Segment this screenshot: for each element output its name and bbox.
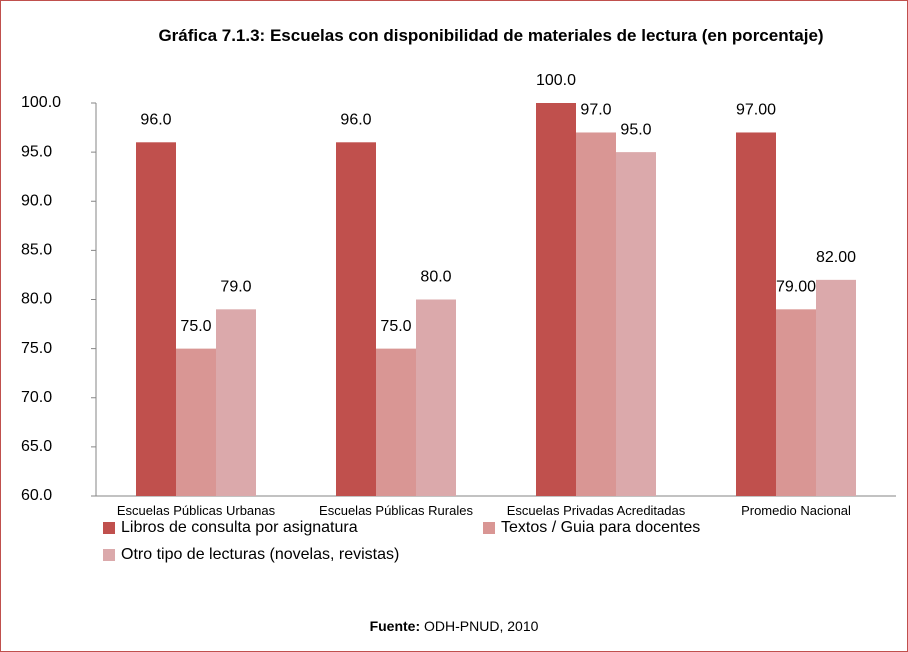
bar bbox=[136, 142, 176, 497]
x-tick-label: Promedio Nacional bbox=[741, 503, 851, 518]
legend-item: Libros de consulta por asignatura bbox=[103, 519, 358, 537]
bar bbox=[216, 309, 256, 496]
bar bbox=[536, 103, 576, 496]
value-label: 75.0 bbox=[380, 318, 411, 335]
value-label: 82.00 bbox=[816, 249, 856, 266]
bar bbox=[336, 142, 376, 497]
bar bbox=[376, 348, 416, 496]
bar bbox=[776, 309, 816, 496]
y-tick-label: 90.0 bbox=[21, 192, 52, 209]
x-tick-label: Escuelas Públicas Rurales bbox=[319, 503, 473, 518]
y-tick-label: 75.0 bbox=[21, 340, 52, 357]
legend-item: Otro tipo de lecturas (novelas, revistas… bbox=[103, 546, 399, 564]
bar bbox=[816, 279, 856, 496]
source: Fuente: ODH-PNUD, 2010 bbox=[1, 618, 907, 634]
value-label: 79.00 bbox=[776, 279, 816, 296]
legend-swatch bbox=[483, 522, 495, 534]
value-label: 75.0 bbox=[180, 318, 211, 335]
source-text: ODH-PNUD, 2010 bbox=[424, 618, 539, 634]
legend-item: Textos / Guia para docentes bbox=[483, 519, 700, 537]
y-tick-label: 95.0 bbox=[21, 143, 52, 160]
x-tick-label: Escuelas Públicas Urbanas bbox=[116, 503, 276, 518]
x-tick-label: Escuelas Privadas Acreditadas bbox=[506, 503, 686, 518]
legend-swatch bbox=[103, 522, 115, 534]
value-label: 95.0 bbox=[620, 121, 651, 138]
value-label: 80.0 bbox=[420, 269, 451, 286]
bar bbox=[576, 132, 616, 496]
legend-label: Libros de consulta por asignatura bbox=[121, 519, 358, 536]
y-tick-label: 80.0 bbox=[21, 291, 52, 308]
chart-title: Gráfica 7.1.3: Escuelas con disponibilid… bbox=[158, 26, 824, 45]
y-tick-label: 100.0 bbox=[21, 94, 61, 111]
bar bbox=[416, 299, 456, 496]
value-label: 100.0 bbox=[536, 72, 576, 89]
bar bbox=[176, 348, 216, 496]
bar bbox=[736, 132, 776, 496]
value-label: 96.0 bbox=[140, 112, 171, 129]
legend-label: Otro tipo de lecturas (novelas, revistas… bbox=[121, 546, 400, 563]
y-tick-label: 85.0 bbox=[21, 242, 52, 259]
source-label: Fuente: bbox=[369, 618, 421, 634]
y-tick-label: 65.0 bbox=[21, 438, 52, 455]
value-label: 96.0 bbox=[340, 112, 371, 129]
legend-label: Textos / Guia para docentes bbox=[501, 519, 701, 536]
legend-swatch bbox=[103, 549, 115, 561]
value-label: 97.00 bbox=[736, 102, 776, 119]
value-label: 79.0 bbox=[220, 279, 251, 296]
value-label: 97.0 bbox=[580, 102, 611, 119]
y-tick-label: 70.0 bbox=[21, 389, 52, 406]
bar bbox=[616, 152, 656, 496]
y-tick-label: 60.0 bbox=[21, 487, 52, 504]
